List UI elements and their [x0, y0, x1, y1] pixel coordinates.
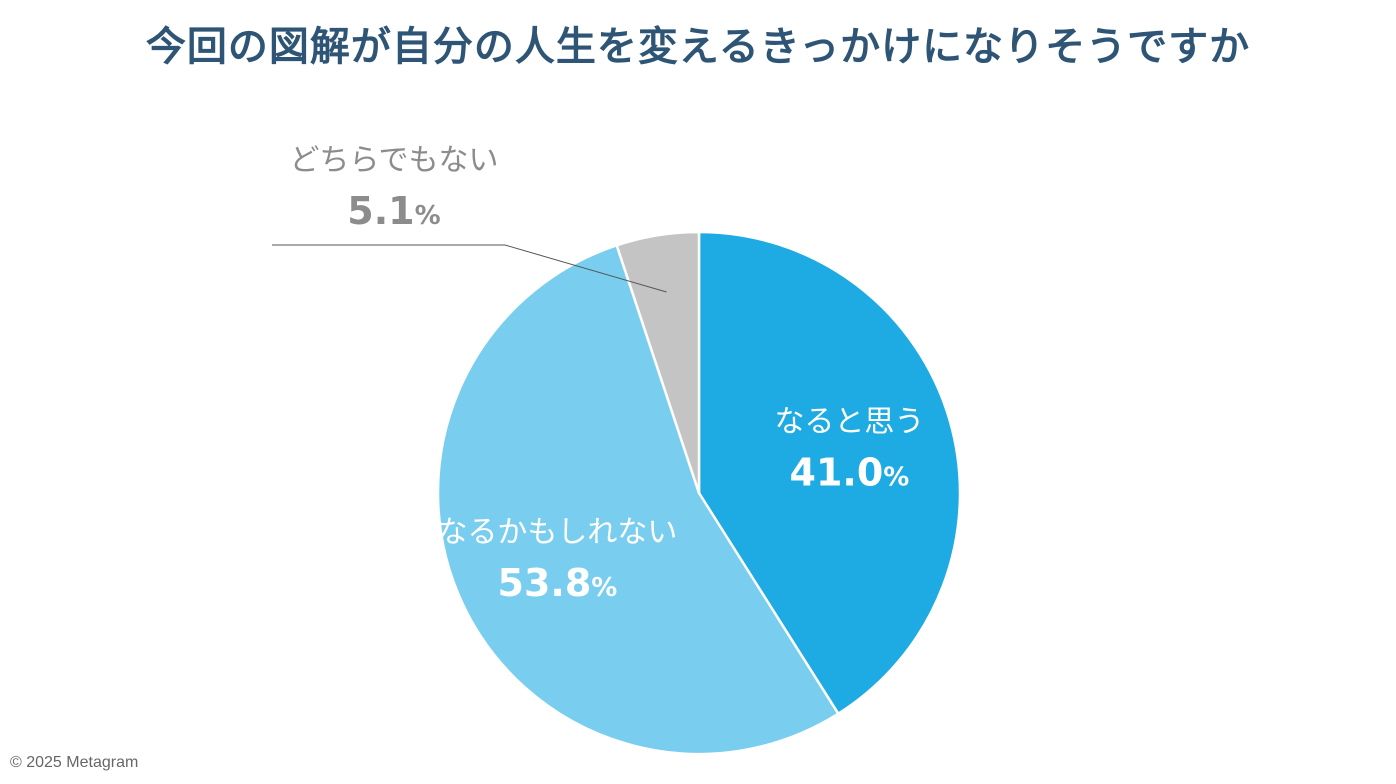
slice-category-label: なるかもしれない [437, 515, 677, 550]
slice-3-wedge [615, 230, 701, 495]
slice-percent-label: 53.8% [498, 561, 618, 605]
copyright-notice: © 2025 Metagram [10, 754, 139, 771]
pie-slices [436, 230, 962, 756]
slice-percent-label: 41.0% [790, 451, 910, 495]
leader-lines [272, 244, 667, 293]
slice-1-wedge [697, 230, 962, 715]
slice-percent-label: 5.1% [347, 189, 440, 233]
chart-title: 今回の図解が自分の人生を変えるきっかけになりそうですか [145, 24, 1251, 70]
slice-category-label: どちらでもない [289, 143, 498, 178]
slice-labels: なると思う 41.0% なるかもしれない 53.8% どちらでもない 5.1% [289, 143, 924, 605]
slice-category-label: なると思う [774, 405, 924, 440]
slice-2-wedge [436, 244, 840, 756]
leader-line-3 [272, 244, 667, 293]
